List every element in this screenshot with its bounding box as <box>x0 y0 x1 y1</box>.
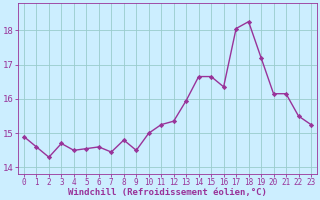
X-axis label: Windchill (Refroidissement éolien,°C): Windchill (Refroidissement éolien,°C) <box>68 188 267 197</box>
